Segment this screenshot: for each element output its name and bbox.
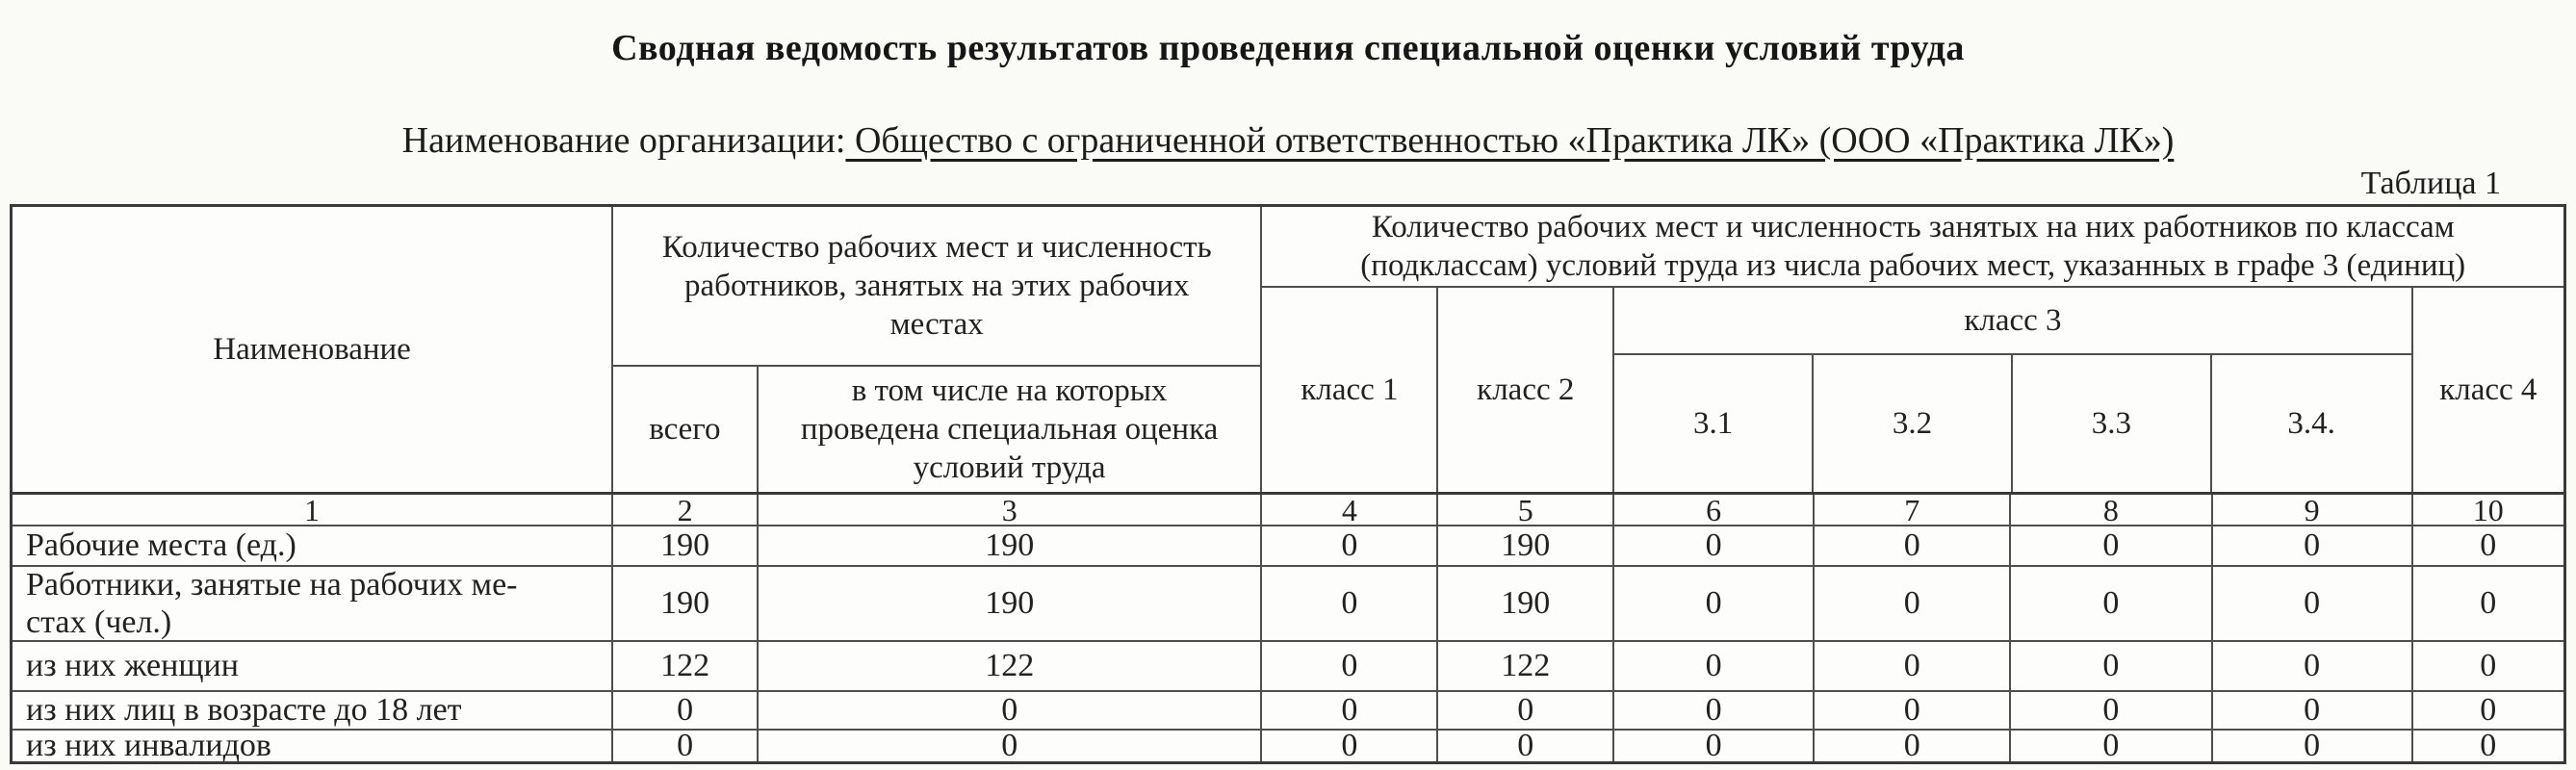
row-value: 190 [613, 526, 760, 565]
table-row: Работники, занятые на рабочих ме- стах (… [13, 565, 2563, 640]
row-value: 0 [1614, 567, 1816, 640]
header-col-class3-sub: 3.3 [2013, 355, 2212, 492]
header-group-classes-title: Количество рабочих мест и численность за… [1262, 207, 2563, 288]
row-value: 0 [2213, 692, 2413, 729]
row-value: 0 [1614, 642, 1816, 690]
header-col-class4: класс 4 [2439, 372, 2537, 407]
row-label: Рабочие места (ед.) [13, 526, 614, 565]
row-value: 122 [613, 642, 760, 690]
row-value: 0 [759, 692, 1263, 729]
row-value: 190 [613, 567, 760, 640]
header-name-column: Наименование [13, 207, 614, 492]
row-value: 0 [613, 728, 760, 763]
row-value: 0 [1438, 728, 1615, 763]
column-number: 8 [2011, 495, 2213, 526]
row-value: 0 [613, 692, 760, 729]
row-value: 0 [1614, 728, 1816, 763]
row-value: 0 [2480, 692, 2497, 729]
row-value: 190 [1438, 526, 1615, 565]
table-row: из них лиц в возрасте до 18 лет 0 0 0 0 … [13, 690, 2563, 729]
row-value: 0 [2011, 567, 2213, 640]
row-value: 122 [1438, 642, 1615, 690]
row-value: 0 [2480, 585, 2497, 622]
header-group-workplaces-title: Количество рабочих мест и численность ра… [613, 207, 1261, 367]
row-value: 122 [759, 642, 1263, 690]
row-value: 0 [1815, 692, 2012, 729]
header-group-classes-sub: класс 1 класс 2 класс 3 3.1 3.2 3.3 3.4.… [1262, 288, 2563, 492]
row-value: 190 [759, 526, 1263, 565]
row-label: из них женщин [13, 642, 614, 690]
row-value: 0 [759, 728, 1263, 763]
row-value: 0 [1262, 642, 1439, 690]
header-group-workplaces: Количество рабочих мест и численность ра… [613, 207, 1263, 492]
row-value: 0 [1815, 728, 2012, 763]
header-class3-subcolumns: 3.1 3.2 3.3 3.4. [1614, 355, 2410, 492]
org-label: Наименование организации: [401, 120, 846, 161]
row-value: 0 [2213, 526, 2413, 565]
table-row: из них инвалидов 0 0 0 0 0 0 0 0 0 [13, 728, 2563, 764]
row-value: 0 [2480, 728, 2497, 764]
scanned-document-page: { "document": { "title": "Сводная ведомо… [0, 27, 2576, 770]
header-col-assessed: в том числе на которых проведена специал… [800, 372, 1219, 486]
header-col-class3: класс 3 [1614, 288, 2411, 355]
table-row: из них женщин 122 122 0 122 0 0 0 0 0 [13, 640, 2563, 690]
header-col-class3-sub: 3.1 [1614, 355, 1815, 492]
row-value: 0 [2011, 642, 2213, 690]
header-col-class3-group: класс 3 3.1 3.2 3.3 3.4. [1614, 288, 2413, 492]
row-value: 0 [1815, 526, 2012, 565]
row-value: 0 [1262, 567, 1439, 640]
row-value: 190 [1438, 567, 1615, 640]
row-value: 0 [1262, 692, 1439, 729]
header-col-class1: класс 1 [1262, 288, 1439, 492]
column-number: 9 [2213, 495, 2413, 526]
column-number: 6 [1614, 495, 1816, 526]
header-col-class3-sub: 3.2 [1814, 355, 2013, 492]
row-value: 0 [2213, 642, 2413, 690]
row-value: 0 [2011, 728, 2213, 763]
page-title: Сводная ведомость результатов проведения… [611, 28, 1965, 68]
row-value: 0 [2480, 648, 2497, 684]
row-value: 190 [759, 567, 1263, 640]
row-value: 0 [2213, 567, 2413, 640]
row-value: 0 [1262, 728, 1439, 763]
row-value: 0 [2480, 527, 2497, 564]
row-value: 0 [1438, 692, 1615, 729]
row-label: из них лиц в возрасте до 18 лет [13, 692, 614, 729]
table-row: Рабочие места (ед.) 190 190 0 190 0 0 0 … [13, 525, 2563, 565]
column-number: 5 [1438, 495, 1615, 526]
column-number: 2 [613, 495, 760, 526]
table-header: Наименование Количество рабочих мест и ч… [13, 207, 2563, 492]
row-label: Работники, занятые на рабочих ме- стах (… [13, 567, 614, 640]
row-value: 0 [2011, 692, 2213, 729]
row-value: 0 [2213, 728, 2413, 763]
column-number: 3 [759, 495, 1263, 526]
column-number: 7 [1815, 495, 2012, 526]
column-number: 4 [1262, 495, 1439, 526]
results-table: Наименование Количество рабочих мест и ч… [10, 204, 2566, 764]
column-numbers-row: 1 2 3 4 5 6 7 8 9 10 [13, 492, 2563, 527]
row-label: из них инвалидов [13, 728, 614, 763]
row-value: 0 [1262, 526, 1439, 565]
row-value: 0 [1815, 567, 2012, 640]
row-value: 0 [1614, 526, 1816, 565]
column-number: 10 [2472, 492, 2504, 527]
header-group-classes: Количество рабочих мест и численность за… [1262, 207, 2563, 492]
header-group-workplaces-sub: всего в том числе на которых проведена с… [613, 367, 1260, 492]
header-col-total: всего [613, 367, 759, 492]
org-line: Наименование организации: Общество с огр… [0, 119, 2576, 162]
row-value: 0 [1815, 642, 2012, 690]
table-caption: Таблица 1 [2360, 166, 2501, 201]
row-value: 0 [1614, 692, 1816, 729]
org-name: Общество с ограниченной ответственностью… [845, 120, 2175, 161]
column-number: 1 [13, 495, 614, 526]
header-col-class3-sub: 3.4. [2287, 405, 2335, 441]
row-value: 0 [2011, 526, 2213, 565]
header-col-class2: класс 2 [1438, 288, 1615, 492]
